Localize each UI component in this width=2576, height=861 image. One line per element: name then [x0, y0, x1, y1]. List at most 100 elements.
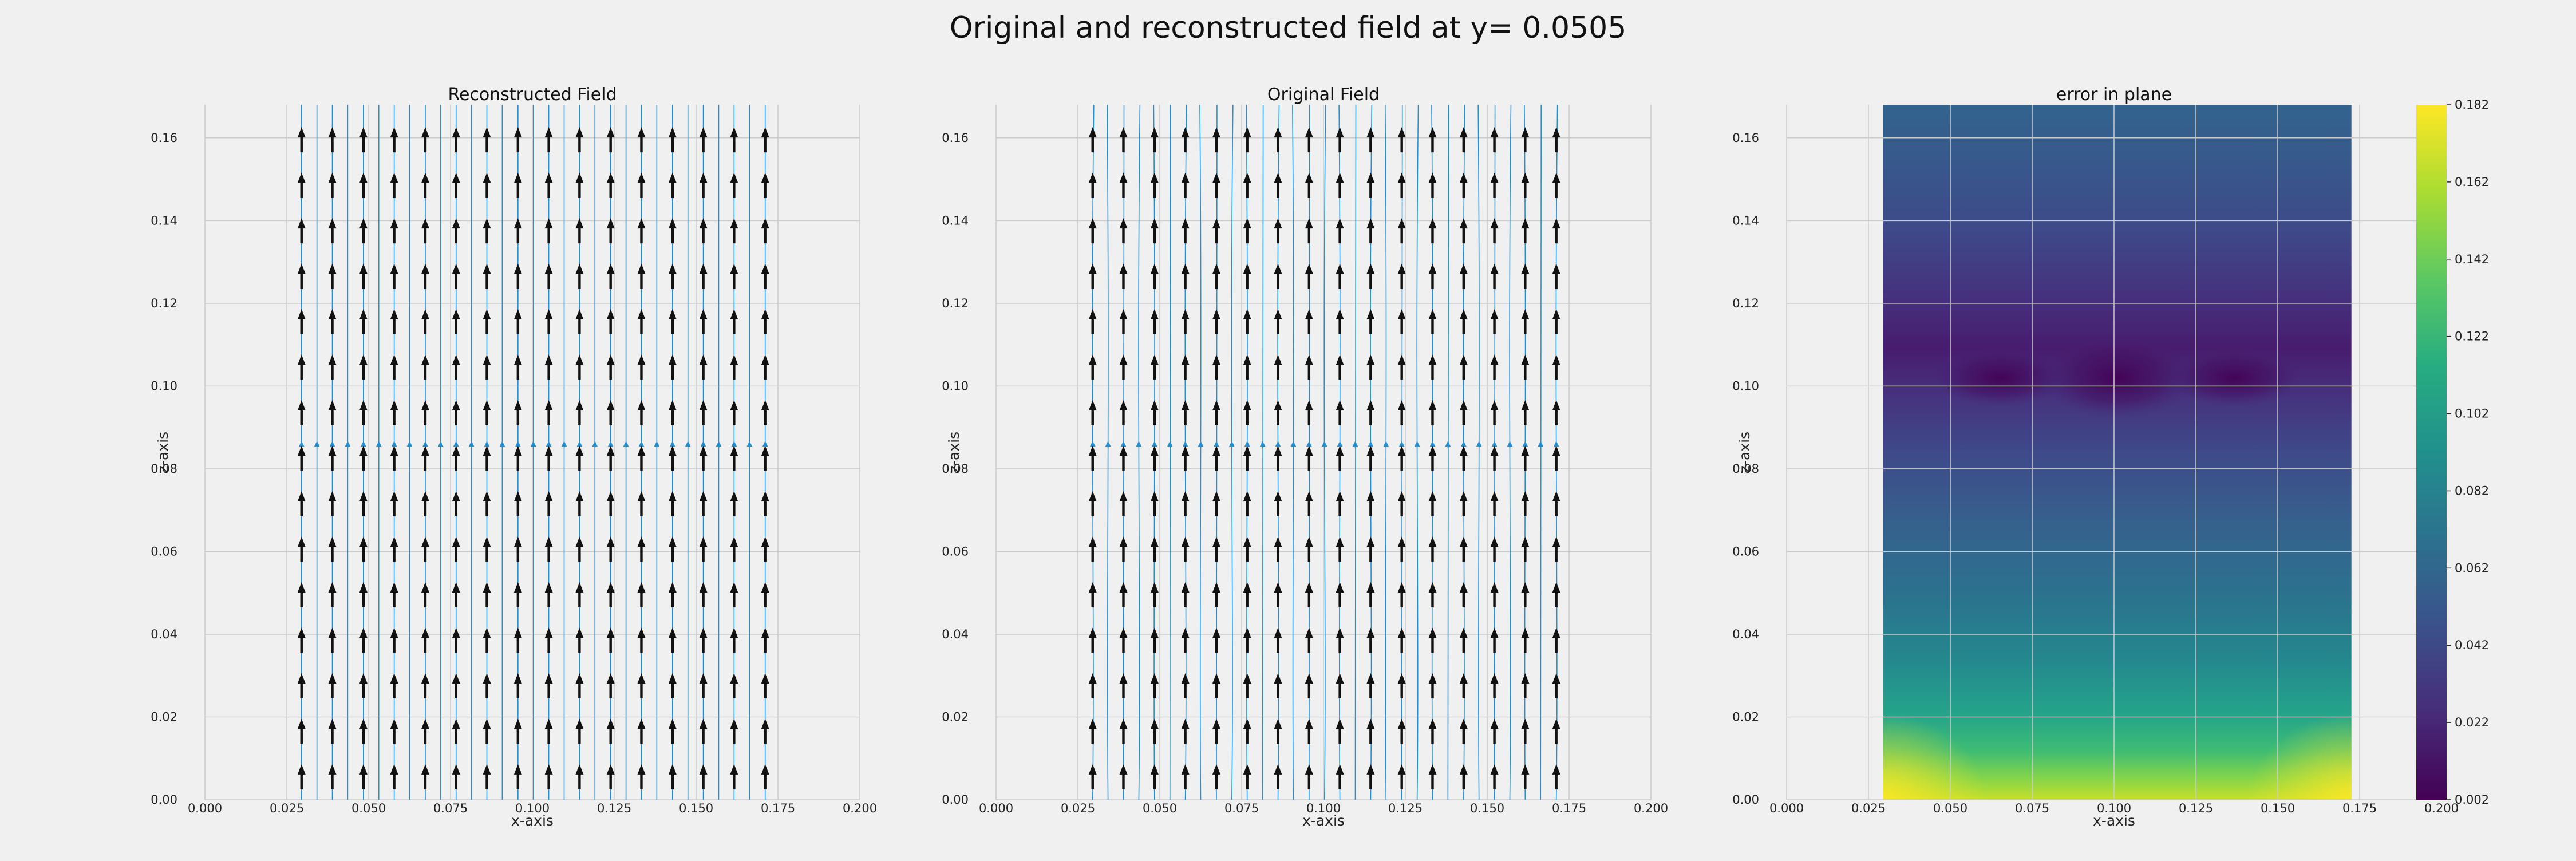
- quiver-arrow: [1366, 354, 1375, 380]
- y-tick-label: 0.02: [942, 710, 969, 724]
- quiver-arrow: [699, 127, 708, 153]
- quiver-arrow: [483, 445, 491, 471]
- quiver-arrow: [761, 673, 769, 698]
- x-tick-label: 0.025: [1851, 801, 1886, 815]
- colorbar-tick-label: 0.102: [2455, 407, 2489, 421]
- quiver-arrow: [1521, 354, 1530, 380]
- quiver-arrow: [452, 718, 460, 744]
- streamline: [1169, 104, 1171, 800]
- quiver-arrow: [1181, 263, 1190, 289]
- quiver-arrow: [390, 627, 398, 653]
- quiver-arrow: [1366, 445, 1375, 471]
- quiver-arrow: [328, 491, 337, 517]
- quiver-arrow: [637, 263, 646, 289]
- x-tick-label: 0.150: [2261, 801, 2295, 815]
- quiver-arrow: [1305, 354, 1313, 380]
- quiver-arrow: [761, 445, 769, 471]
- quiver-arrow: [1552, 536, 1560, 562]
- quiver-arrow: [1366, 491, 1375, 517]
- quiver-arrow: [1428, 309, 1437, 335]
- quiver-arrow: [1336, 627, 1344, 653]
- y-tick-label: 0.10: [942, 379, 969, 393]
- quiver-arrow: [297, 354, 306, 380]
- quiver-arrow: [1243, 673, 1251, 698]
- quiver-arrow: [1150, 400, 1159, 426]
- quiver-arrow: [699, 400, 708, 426]
- y-tick-label: 0.12: [151, 297, 177, 310]
- colorbar-tick-label: 0.182: [2455, 98, 2489, 112]
- quiver-arrow: [1521, 218, 1530, 244]
- quiver-arrow: [730, 718, 738, 744]
- quiver-arrow: [1119, 536, 1128, 562]
- quiver-arrow: [1490, 764, 1499, 789]
- quiver-arrow: [452, 172, 460, 198]
- quiver-arrow: [1150, 718, 1159, 744]
- quiver-arrow: [421, 127, 429, 153]
- quiver-arrow: [1212, 127, 1220, 153]
- quiver-arrow: [1552, 172, 1560, 198]
- quiver-arrow: [1243, 218, 1251, 244]
- quiver-arrow: [1274, 582, 1282, 607]
- quiver-arrow: [637, 445, 646, 471]
- quiver-arrow: [1181, 627, 1190, 653]
- heatmap-base: [1883, 105, 2352, 800]
- quiver-arrow: [1150, 263, 1159, 289]
- quiver-arrow: [1336, 127, 1344, 153]
- quiver-arrow: [544, 764, 553, 789]
- colorbar-tick-label: 0.122: [2455, 330, 2489, 343]
- quiver-arrow: [1243, 127, 1251, 153]
- y-tick-label: 0.10: [151, 379, 177, 393]
- quiver-arrow: [637, 172, 646, 198]
- quiver-arrow: [1490, 718, 1499, 744]
- quiver-arrow: [1181, 172, 1190, 198]
- quiver-arrow: [1212, 627, 1220, 653]
- quiver-arrow: [297, 491, 306, 517]
- quiver-arrow: [1305, 309, 1313, 335]
- streamline: [1323, 104, 1326, 800]
- quiver-arrow: [483, 309, 491, 335]
- quiver-arrow: [390, 764, 398, 789]
- x-tick-label: 0.125: [597, 801, 631, 815]
- quiver-arrow: [668, 354, 677, 380]
- quiver-arrow: [668, 764, 677, 789]
- quiver-arrow: [1150, 445, 1159, 471]
- quiver-arrow: [421, 582, 429, 607]
- quiver-arrow: [1274, 400, 1282, 426]
- streamlines: [1089, 104, 1559, 800]
- x-tick-label: 0.175: [761, 801, 795, 815]
- quiver-arrow: [575, 673, 584, 698]
- quiver-arrow: [483, 673, 491, 698]
- quiver-arrow: [328, 764, 337, 789]
- y-tick-label: 0.08: [151, 462, 177, 476]
- quiver-arrow: [421, 536, 429, 562]
- quiver-arrow: [606, 718, 615, 744]
- quiver-arrow: [1397, 263, 1406, 289]
- heatmap-min-center: [2042, 337, 2192, 418]
- quiver-arrow: [513, 582, 522, 607]
- grid: [204, 105, 860, 800]
- quiver-arrow: [297, 445, 306, 471]
- quiver-arrow: [483, 354, 491, 380]
- quiver-arrow: [1521, 309, 1530, 335]
- quiver-arrow: [1397, 354, 1406, 380]
- quiver-arrow: [1366, 718, 1375, 744]
- quiver-arrow: [452, 445, 460, 471]
- grid: [995, 105, 1652, 800]
- quiver-arrow: [1181, 491, 1190, 517]
- quiver-arrow: [1521, 445, 1530, 471]
- quiver-arrow: [1274, 218, 1282, 244]
- quiver-arrow: [1521, 627, 1530, 653]
- quiver-arrow: [1243, 400, 1251, 426]
- quiver-arrow: [730, 309, 738, 335]
- quiver-arrow: [1397, 718, 1406, 744]
- quiver-arrow: [575, 127, 584, 153]
- quiver-arrow: [297, 400, 306, 426]
- quiver-arrow: [328, 400, 337, 426]
- quiver-arrow: [544, 673, 553, 698]
- y-tick-label: 0.00: [942, 793, 969, 807]
- quiver-arrow: [730, 491, 738, 517]
- quiver-arrow: [390, 673, 398, 698]
- quiver-arrow: [1119, 627, 1128, 653]
- quiver-arrow: [1243, 536, 1251, 562]
- quiver-arrow: [544, 536, 553, 562]
